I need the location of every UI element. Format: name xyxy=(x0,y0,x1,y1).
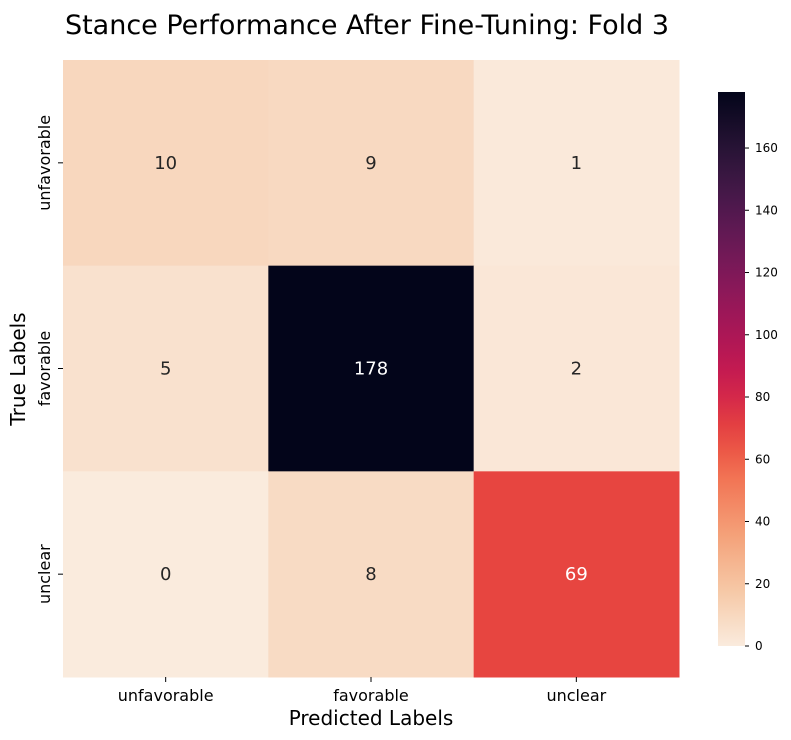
colorbar-tick-label: 160 xyxy=(755,141,778,155)
x-tick-label: unclear xyxy=(546,686,606,705)
colorbar-tick-label: 40 xyxy=(755,515,770,529)
colorbar-tick-label: 140 xyxy=(755,203,778,217)
colorbar-tick-label: 20 xyxy=(755,577,770,591)
heatmap-cell xyxy=(268,265,475,472)
cell-value-label: 1 xyxy=(571,153,582,174)
colorbar-tick-label: 80 xyxy=(755,390,770,404)
colorbar: 0 20 40 60 80 100 120 140 160 xyxy=(718,92,778,653)
cell-value-label: 5 xyxy=(160,359,171,380)
colorbar-gradient xyxy=(718,92,745,646)
heatmap-cell xyxy=(63,60,269,267)
x-axis-label: Predicted Labels xyxy=(289,706,454,730)
cell-value-label: 8 xyxy=(365,564,376,585)
colorbar-tick-label: 60 xyxy=(755,452,770,466)
y-axis-label: True Labels xyxy=(6,312,30,426)
cell-value-label: 10 xyxy=(154,153,177,174)
y-tick-label: favorable xyxy=(35,331,54,407)
heatmap-cell xyxy=(473,471,680,678)
heatmap-cell xyxy=(473,60,680,267)
y-tick-label: unfavorable xyxy=(35,115,54,211)
y-tick-label: unclear xyxy=(35,544,54,604)
heatmap-cell xyxy=(63,471,269,678)
x-tick-label: unfavorable xyxy=(118,686,214,705)
heatmap-cell xyxy=(268,60,475,267)
heatmap-cell xyxy=(63,265,269,472)
heatmap-cells: 10 9 1 5 178 2 0 8 69 xyxy=(63,60,680,678)
x-tick-label: favorable xyxy=(333,686,409,705)
y-tick-labels: unfavorable favorable unclear xyxy=(35,115,63,604)
cell-value-label: 2 xyxy=(571,359,582,380)
chart-title: Stance Performance After Fine-Tuning: Fo… xyxy=(65,10,669,41)
heatmap-cell xyxy=(268,471,475,678)
cell-value-label: 178 xyxy=(354,359,388,380)
cell-value-label: 9 xyxy=(365,153,376,174)
x-tick-labels: unfavorable favorable unclear xyxy=(118,677,607,705)
colorbar-tick-label: 120 xyxy=(755,266,778,280)
cell-value-label: 0 xyxy=(160,564,171,585)
colorbar-tick-label: 100 xyxy=(755,328,778,342)
cell-value-label: 69 xyxy=(565,564,588,585)
heatmap-cell xyxy=(473,265,680,472)
colorbar-tick-label: 0 xyxy=(755,639,763,653)
